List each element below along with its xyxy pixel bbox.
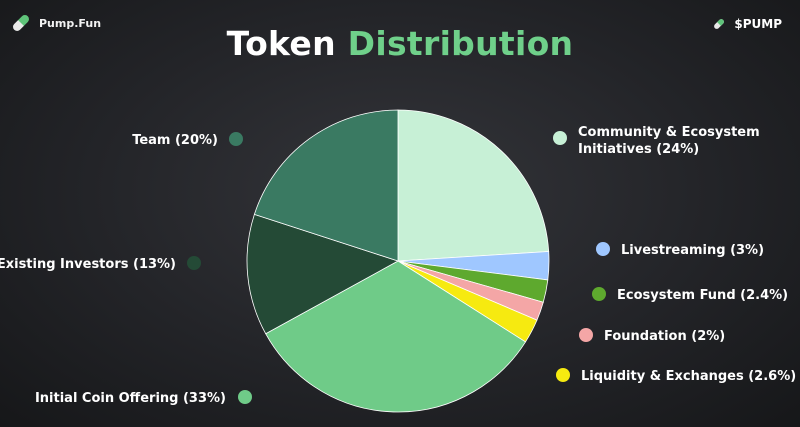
pie-slice	[253, 109, 399, 262]
pill-icon	[12, 14, 30, 32]
slice-label: Ecosystem Fund (2.4%)	[617, 288, 788, 303]
pie-slice	[397, 109, 550, 262]
brand-logo: Pump.Fun	[9, 11, 101, 35]
chart-title: Token Distribution	[0, 24, 800, 63]
chart-title-word-2: Distribution	[347, 24, 574, 63]
token-ticker: $PUMP	[712, 17, 782, 31]
slice-label: Initial Coin Offering (33%)	[35, 391, 226, 406]
pie-slice	[246, 213, 400, 335]
slice-label: Community & Ecosystem Initiatives (24%)	[578, 125, 760, 157]
chart-title-word-1: Token	[226, 24, 336, 63]
pie-slice	[265, 260, 527, 413]
legend-marker	[229, 132, 243, 146]
legend-marker	[596, 242, 610, 256]
brand-name: Pump.Fun	[39, 16, 102, 30]
pill-icon	[714, 19, 725, 29]
legend-marker	[592, 287, 606, 301]
slice-label: Livestreaming (3%)	[621, 243, 764, 258]
slice-label: Liquidity & Exchanges (2.6%)	[581, 369, 796, 384]
legend-marker	[556, 368, 570, 382]
slice-label: Team (20%)	[132, 133, 218, 148]
legend-marker	[553, 131, 567, 145]
legend-marker	[238, 390, 252, 404]
legend-marker	[579, 328, 593, 342]
slice-label: Foundation (2%)	[604, 329, 725, 344]
slice-label: Existing Investors (13%)	[0, 257, 176, 272]
legend-marker	[187, 256, 201, 270]
ticker-label: $PUMP	[734, 17, 782, 31]
